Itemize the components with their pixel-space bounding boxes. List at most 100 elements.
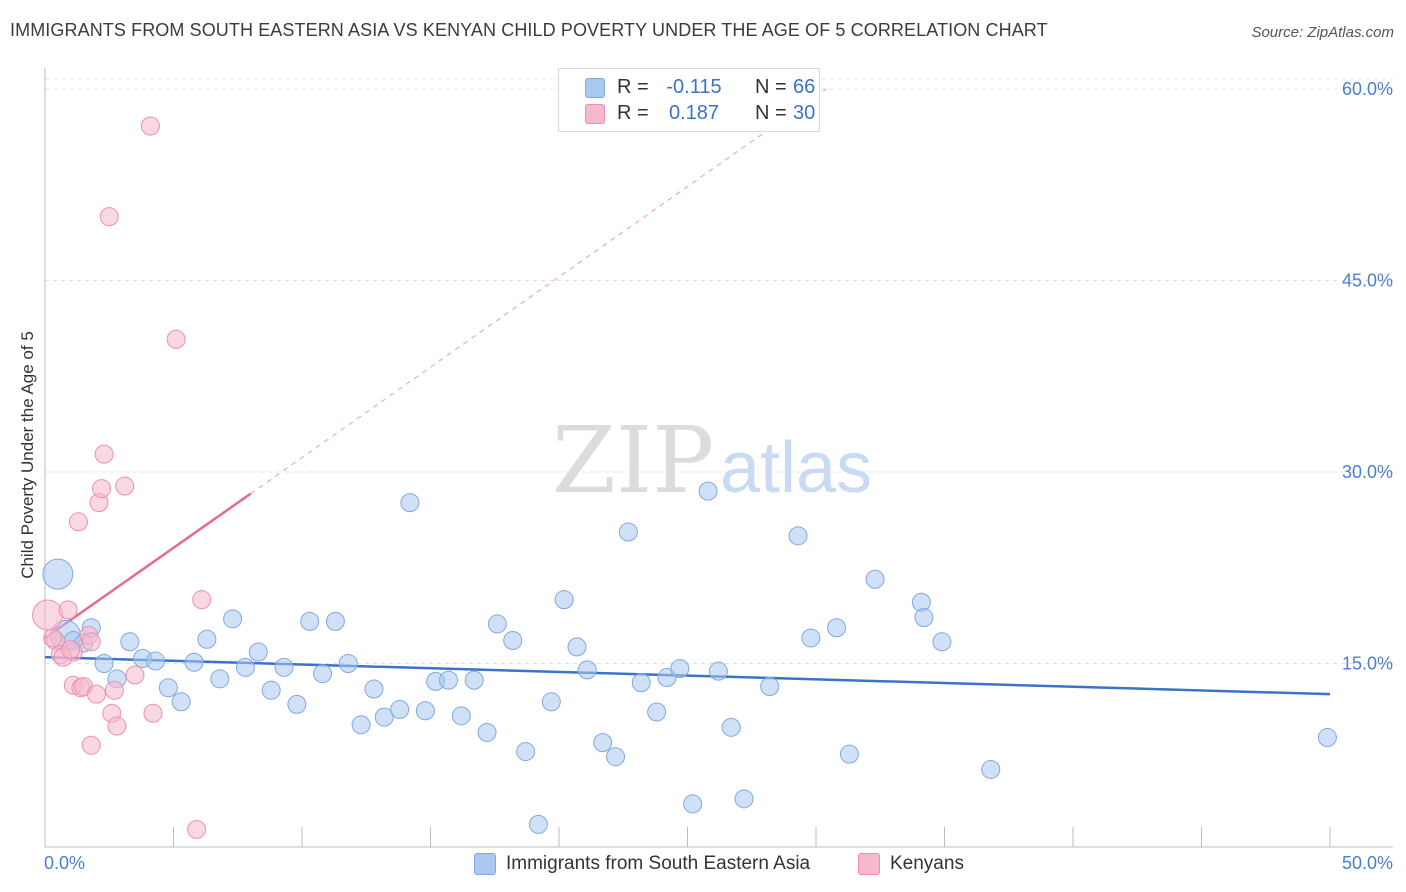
point-kenyans (94, 444, 114, 464)
point-immigrants (734, 789, 754, 809)
point-immigrants (528, 814, 548, 834)
point-immigrants (184, 652, 204, 672)
point-kenyans (125, 665, 145, 685)
point-immigrants (487, 614, 507, 634)
series-immigrants-points (42, 481, 1337, 834)
y-tick-label: 15.0% (1342, 654, 1393, 674)
chart-title: IMMIGRANTS FROM SOUTH EASTERN ASIA VS KE… (10, 20, 1048, 40)
point-immigrants (248, 642, 268, 662)
point-immigrants (554, 590, 574, 610)
point-kenyans (104, 680, 124, 700)
legend-n-label: N = (755, 76, 787, 98)
point-immigrants (325, 611, 345, 631)
point-immigrants (364, 679, 384, 699)
point-kenyans (68, 512, 88, 532)
point-kenyans (58, 600, 78, 620)
legend-r-value: -0.115 (666, 76, 722, 98)
point-immigrants (827, 618, 847, 638)
point-immigrants (94, 654, 114, 673)
bottom-legend-label-kenyans: Kenyans (890, 853, 964, 874)
point-immigrants (415, 701, 435, 721)
bottom-legend-swatch-kenyans (858, 853, 880, 875)
point-immigrants (464, 670, 484, 690)
point-immigrants (516, 742, 536, 762)
trend-line-kenyans-extension (250, 88, 827, 495)
source-credit: Source: ZipAtlas.com (1251, 24, 1394, 41)
point-immigrants (451, 706, 471, 726)
point-immigrants (351, 715, 371, 735)
point-kenyans (192, 590, 212, 610)
watermark-zip: ZIP (552, 407, 714, 514)
point-immigrants (801, 628, 821, 648)
point-immigrants (932, 632, 952, 652)
point-immigrants (698, 481, 718, 501)
tick-labels: 15.0% 30.0% 45.0% 60.0% 0.0% 50.0% (44, 79, 1393, 873)
legend-r-label: R = (617, 76, 649, 98)
point-kenyans (43, 628, 63, 648)
point-immigrants (981, 759, 1001, 779)
point-immigrants (647, 702, 667, 722)
point-immigrants (865, 569, 885, 589)
point-immigrants (197, 629, 217, 649)
point-immigrants (400, 493, 420, 513)
point-immigrants (42, 558, 74, 590)
point-immigrants (1317, 728, 1337, 748)
point-kenyans (86, 684, 106, 704)
point-immigrants (261, 680, 281, 700)
point-immigrants (120, 632, 140, 652)
point-immigrants (683, 794, 703, 814)
point-immigrants (477, 722, 497, 742)
y-tick-label: 45.0% (1342, 271, 1393, 291)
point-immigrants (374, 707, 394, 727)
point-immigrants (171, 692, 191, 712)
point-immigrants (338, 654, 358, 673)
trend-line-immigrants (44, 655, 1331, 696)
x-tick-label: 0.0% (44, 853, 85, 873)
stats-legend: R = -0.115 N = 66 R = 0.187 N = 30 (558, 68, 820, 132)
legend-r-label: R = (617, 102, 649, 124)
watermark-atlas: atlas (720, 428, 872, 508)
watermark: ZIP atlas (552, 407, 872, 514)
point-immigrants (760, 676, 780, 696)
point-immigrants (593, 733, 613, 753)
point-immigrants (577, 660, 597, 680)
point-immigrants (438, 670, 458, 690)
trend-line-kenyans (44, 492, 252, 639)
point-immigrants (721, 717, 741, 737)
point-kenyans (140, 116, 160, 136)
point-immigrants (235, 657, 255, 677)
bottom-legend-swatch-immigrants (474, 853, 496, 875)
point-immigrants (300, 611, 320, 631)
point-immigrants (390, 699, 410, 719)
point-kenyans (32, 599, 64, 631)
point-kenyans (92, 479, 112, 499)
y-tick-label: 60.0% (1342, 79, 1393, 99)
x-tick-label: 50.0% (1342, 853, 1393, 873)
point-immigrants (503, 631, 523, 651)
point-immigrants (210, 669, 230, 689)
y-tick-label: 30.0% (1342, 462, 1393, 482)
point-immigrants (158, 678, 178, 698)
point-kenyans (99, 207, 119, 227)
point-immigrants (788, 526, 808, 546)
point-kenyans (81, 735, 101, 755)
point-kenyans (166, 329, 186, 349)
legend-r-value: 0.187 (668, 102, 720, 124)
trend-lines (44, 88, 1331, 696)
point-kenyans (115, 476, 135, 496)
legend-n-label: N = (755, 102, 787, 124)
point-immigrants (631, 673, 651, 693)
legend-swatch-immigrants (585, 78, 605, 98)
point-immigrants (708, 661, 728, 681)
point-immigrants (223, 609, 243, 629)
point-immigrants (670, 659, 690, 679)
legend-n-value: 66 (793, 76, 816, 98)
gridlines (45, 78, 1393, 664)
point-kenyans (187, 819, 207, 839)
point-immigrants (914, 608, 934, 628)
point-immigrants (287, 694, 307, 714)
series-kenyans-points (32, 116, 212, 839)
point-kenyans (61, 639, 81, 659)
point-immigrants (618, 522, 638, 542)
